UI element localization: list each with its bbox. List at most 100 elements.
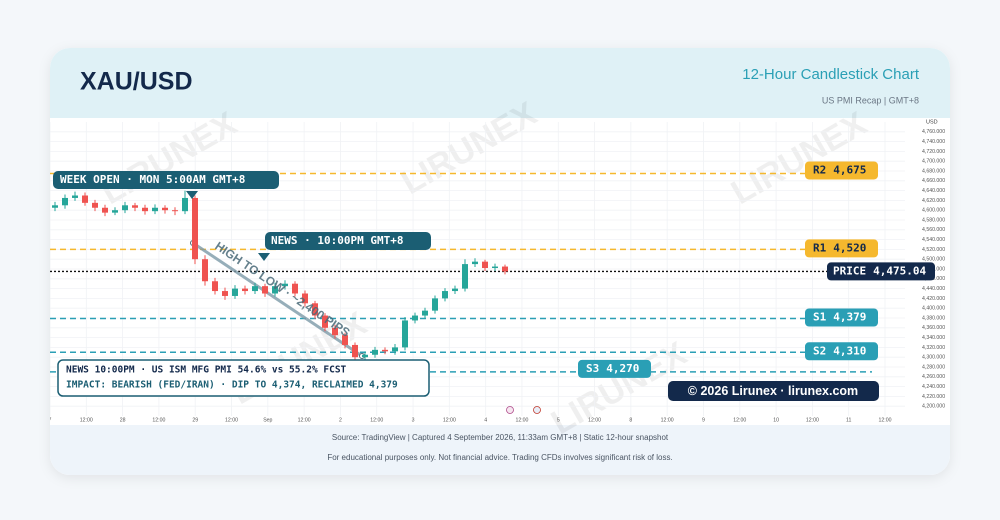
y-tick-label: 4,560.000 [922, 227, 945, 233]
y-unit: USD [926, 119, 938, 125]
title: XAU/USD [80, 68, 193, 96]
candle-body [62, 197, 68, 206]
level-value: 4,310 [833, 344, 866, 357]
x-tick-label: 12:00 [443, 417, 456, 423]
header-bg [50, 48, 950, 118]
y-tick-label: 4,360.000 [922, 325, 945, 331]
x-tick-label: 12:00 [661, 417, 674, 423]
candle-body [242, 288, 248, 292]
y-tick-label: 4,680.000 [922, 168, 945, 174]
candle-body [262, 286, 268, 294]
y-tick-label: 4,620.000 [922, 198, 945, 204]
candle-body [192, 197, 198, 260]
candle-body [112, 210, 118, 213]
y-tick-label: 4,280.000 [922, 364, 945, 370]
news-label: NEWS · 10:00PM GMT+8 [271, 234, 403, 247]
level-label: S3 4,270 [586, 362, 639, 375]
y-tick-label: 4,300.000 [922, 355, 945, 361]
copyright-badge [668, 381, 879, 401]
range-line [192, 241, 363, 358]
candle-body [412, 315, 418, 321]
x-tick-label: 12:00 [80, 417, 93, 423]
candle-body [252, 286, 258, 292]
level-value: 4,675 [833, 163, 866, 176]
y-tick-label: 4,540.000 [922, 237, 945, 243]
y-tick-label: 4,600.000 [922, 208, 945, 214]
candle-body [52, 205, 58, 208]
x-tick-label: 8 [629, 417, 632, 423]
y-tick-label: 4,520.000 [922, 247, 945, 253]
level-label: R1 4,520 [813, 241, 866, 254]
candle-body [322, 315, 328, 328]
y-tick-label: 4,380.000 [922, 315, 945, 321]
footer-bg [50, 425, 950, 475]
candle-body [162, 207, 168, 211]
subtitle: 12-Hour Candlestick Chart [742, 66, 920, 83]
price-badge [827, 262, 935, 281]
x-tick-label: 5 [557, 417, 560, 423]
x-tick-label: 12:00 [298, 417, 311, 423]
level-name: R1 [813, 241, 827, 254]
x-tick-label: 12:00 [806, 417, 819, 423]
candle-body [172, 210, 178, 212]
x-tick-label: 12:00 [515, 417, 528, 423]
x-tick-label: 12:00 [225, 417, 238, 423]
candle-body [132, 205, 138, 208]
x-tick-label: 12:00 [370, 417, 383, 423]
y-tick-label: 4,340.000 [922, 335, 945, 341]
y-tick-label: 4,420.000 [922, 296, 945, 302]
candle-body [232, 288, 238, 296]
level-name: S2 [813, 344, 826, 357]
level-name: S1 [813, 310, 827, 323]
x-tick-label: 9 [702, 417, 705, 423]
level-label: R2 4,675 [813, 163, 866, 176]
candle-body [442, 291, 448, 299]
news-line-1: NEWS 10:00PM · US ISM MFG PMI 54.6% vs 5… [66, 365, 347, 376]
candle-body [82, 195, 88, 203]
price-label: PRICE 4,475.04 [833, 264, 926, 277]
event-icon [506, 406, 514, 414]
candle-body [312, 303, 318, 316]
level-value: 4,520 [833, 241, 866, 254]
y-tick-label: 4,580.000 [922, 217, 945, 223]
level-name: R2 [813, 163, 826, 176]
candle-body [72, 195, 78, 198]
candle-body [302, 293, 308, 304]
y-tick-label: 4,760.000 [922, 129, 945, 135]
y-tick-label: 4,720.000 [922, 149, 945, 155]
news-line-2: IMPACT: BEARISH (FED/IRAN) · DIP TO 4,37… [66, 380, 398, 391]
candle-body [142, 207, 148, 212]
y-tick-label: 4,740.000 [922, 139, 945, 145]
candle-body [432, 298, 438, 311]
candle-body [402, 320, 408, 348]
week-open-badge [53, 171, 279, 189]
copyright: © 2026 Lirunex · lirunex.com [688, 384, 858, 398]
level-badge [578, 359, 651, 378]
price-value: 4,475.04 [873, 264, 926, 277]
x-tick-label: 10 [773, 417, 779, 423]
candle-body [342, 335, 348, 345]
candle-body [272, 286, 278, 294]
candle-body [482, 261, 488, 269]
week-open-label: WEEK OPEN · MON 5:00AM GMT+8 [60, 173, 245, 186]
candle-body [212, 281, 218, 292]
price-name: PRICE [833, 264, 866, 277]
x-tick-label: 29 [192, 417, 198, 423]
level-badge [805, 161, 878, 180]
x-tick-label: 4 [484, 417, 487, 423]
candle-body [472, 261, 478, 265]
y-tick-label: 4,660.000 [922, 178, 945, 184]
level-value: 4,379 [833, 310, 866, 323]
y-tick-label: 4,240.000 [922, 384, 945, 390]
x-tick-label: 12:00 [152, 417, 165, 423]
x-tick-label: 2 [339, 417, 342, 423]
header-note: US PMI Recap | GMT+8 [822, 95, 919, 105]
level-label: S1 4,379 [813, 310, 866, 323]
candle-body [452, 288, 458, 292]
x-tick-label: 12:00 [733, 417, 746, 423]
candle-body [152, 207, 158, 212]
news-pointer [258, 253, 270, 261]
week-open-pointer [186, 191, 198, 199]
x-tick-label: 12:00 [588, 417, 601, 423]
